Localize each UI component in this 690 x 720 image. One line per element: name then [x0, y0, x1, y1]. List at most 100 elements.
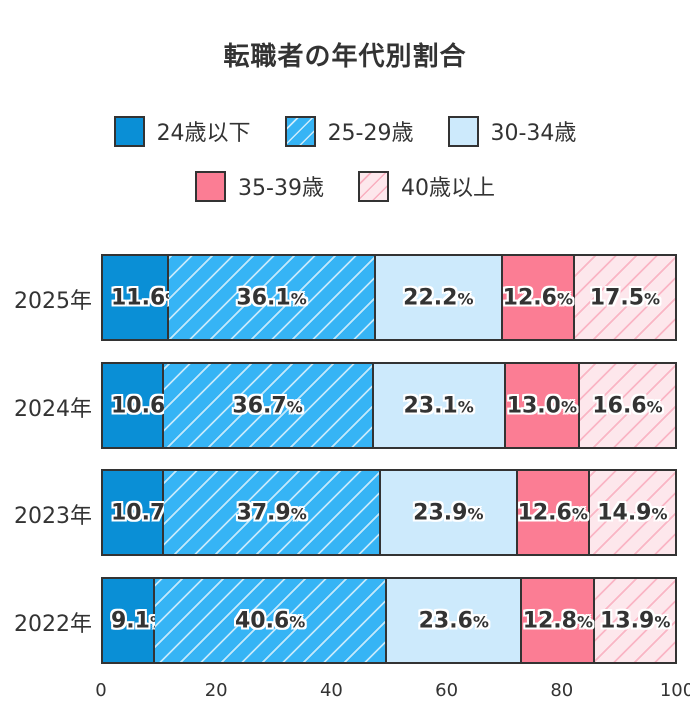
value-number: 12.6: [517, 500, 572, 525]
x-axis-tick: 20: [204, 680, 228, 701]
percent-sign: %: [289, 612, 306, 631]
percent-sign: %: [654, 612, 671, 631]
legend-label: 40歳以上: [400, 176, 495, 201]
value-label: 23.9%: [413, 500, 483, 525]
percent-sign: %: [651, 504, 668, 523]
bar-2024年: 10.6%36.7%23.1%13.0%16.6%: [101, 362, 677, 449]
value-number: 16.6: [592, 393, 647, 418]
value-number: 36.7: [232, 393, 287, 418]
segment-30-34歳: 22.2%: [375, 256, 503, 339]
percent-sign: %: [576, 612, 593, 631]
percent-sign: %: [290, 289, 307, 308]
row-label: 2022年: [14, 612, 92, 637]
segment-25-29歳: 36.7%: [163, 364, 374, 447]
value-number: 13.0: [506, 393, 561, 418]
segment-25-29歳: 36.1%: [169, 256, 376, 339]
x-axis-tick: 80: [550, 680, 574, 701]
percent-sign: %: [457, 397, 474, 416]
legend-row-2: 35-39歳 40歳以上: [0, 170, 690, 202]
value-label: 12.6%: [518, 500, 588, 525]
segment-35-39歳: 13.0%: [505, 364, 581, 447]
row-label: 2025年: [14, 289, 92, 314]
legend-label: 24歳以下: [156, 121, 251, 146]
segment-35-39歳: 12.6%: [518, 471, 590, 554]
row-label: 2023年: [14, 504, 92, 529]
value-label: 13.9%: [600, 608, 670, 633]
value-number: 9.1: [111, 608, 150, 633]
value-number: 10.7: [111, 500, 166, 525]
value-number: 13.9: [600, 608, 655, 633]
percent-sign: %: [457, 289, 474, 308]
value-label: 13.0%: [507, 393, 577, 418]
x-axis-tick: 0: [95, 680, 107, 701]
value-number: 40.6: [235, 608, 290, 633]
segment-30-34歳: 23.1%: [373, 364, 506, 447]
segment-35-39歳: 12.8%: [522, 579, 596, 662]
segment-24歳以下: 10.6%: [103, 364, 181, 447]
legend-label: 25-29歳: [327, 121, 414, 146]
segment-30-34歳: 23.6%: [387, 579, 523, 662]
percent-sign: %: [286, 397, 303, 416]
value-number: 37.9: [236, 500, 291, 525]
legend-label: 30-34歳: [490, 121, 577, 146]
row-label: 2024年: [14, 397, 92, 422]
legend-swatch-35-39: [195, 170, 227, 202]
segment-25-29歳: 40.6%: [155, 579, 388, 662]
segment-30-34歳: 23.9%: [380, 471, 518, 554]
value-number: 12.8: [522, 608, 577, 633]
value-label: 17.5%: [590, 285, 660, 310]
percent-sign: %: [560, 397, 577, 416]
chart-title: 転職者の年代別割合: [223, 42, 467, 72]
value-label: 23.6%: [419, 608, 489, 633]
value-number: 22.2: [403, 285, 458, 310]
x-axis-tick: 60: [435, 680, 459, 701]
legend-item-25-29: 25-29歳: [284, 115, 414, 147]
value-label: 12.6%: [503, 285, 573, 310]
segment-40歳以上: 16.6%: [580, 364, 675, 447]
x-axis-tick: 100: [659, 680, 690, 701]
bar-2022年: 9.1%40.6%23.6%12.8%13.9%: [101, 577, 677, 664]
value-label: 22.2%: [403, 285, 473, 310]
percent-sign: %: [472, 612, 489, 631]
segment-24歳以下: 10.7%: [103, 471, 181, 554]
segment-40歳以上: 13.9%: [595, 579, 675, 662]
legend-swatch-40-over: [357, 170, 389, 202]
legend-swatch-30-34: [447, 115, 479, 147]
bar-2025年: 11.6%36.1%22.2%12.6%17.5%: [101, 254, 677, 341]
value-number: 11.6: [111, 285, 166, 310]
legend-item-24-under: 24歳以下: [113, 115, 251, 147]
bar-2023年: 10.7%37.9%23.9%12.6%14.9%: [101, 469, 677, 556]
value-number: 36.1: [236, 285, 291, 310]
segment-25-29歳: 37.9%: [164, 471, 381, 554]
value-label: 12.8%: [523, 608, 593, 633]
legend-swatch-24-under: [113, 115, 145, 147]
value-label: 40.6%: [235, 608, 305, 633]
value-number: 17.5: [589, 285, 645, 310]
percent-sign: %: [467, 504, 484, 523]
value-number: 12.6: [502, 285, 557, 310]
value-label: 14.9%: [597, 500, 667, 525]
legend-item-30-34: 30-34歳: [447, 115, 577, 147]
value-label: 37.9%: [236, 500, 306, 525]
value-number: 23.6: [418, 608, 473, 633]
legend-item-35-39: 35-39歳: [195, 170, 324, 202]
value-number: 23.1: [403, 393, 458, 418]
legend-row-1: 24歳以下 25-29歳 30-34歳: [0, 115, 690, 147]
percent-sign: %: [556, 289, 573, 308]
value-label: 36.1%: [236, 285, 306, 310]
percent-sign: %: [646, 397, 663, 416]
segment-24歳以下: 9.1%: [103, 579, 166, 662]
legend-label: 35-39歳: [238, 176, 324, 201]
percent-sign: %: [644, 289, 661, 308]
value-label: 16.6%: [592, 393, 662, 418]
segment-35-39歳: 12.6%: [503, 256, 575, 339]
legend-item-40-over: 40歳以上: [357, 170, 495, 202]
segment-24歳以下: 11.6%: [103, 256, 181, 339]
x-axis-tick: 40: [319, 680, 343, 701]
percent-sign: %: [290, 504, 307, 523]
value-number: 23.9: [413, 500, 468, 525]
segment-40歳以上: 17.5%: [574, 256, 675, 339]
percent-sign: %: [571, 504, 588, 523]
value-label: 36.7%: [232, 393, 302, 418]
value-number: 10.6: [111, 393, 166, 418]
